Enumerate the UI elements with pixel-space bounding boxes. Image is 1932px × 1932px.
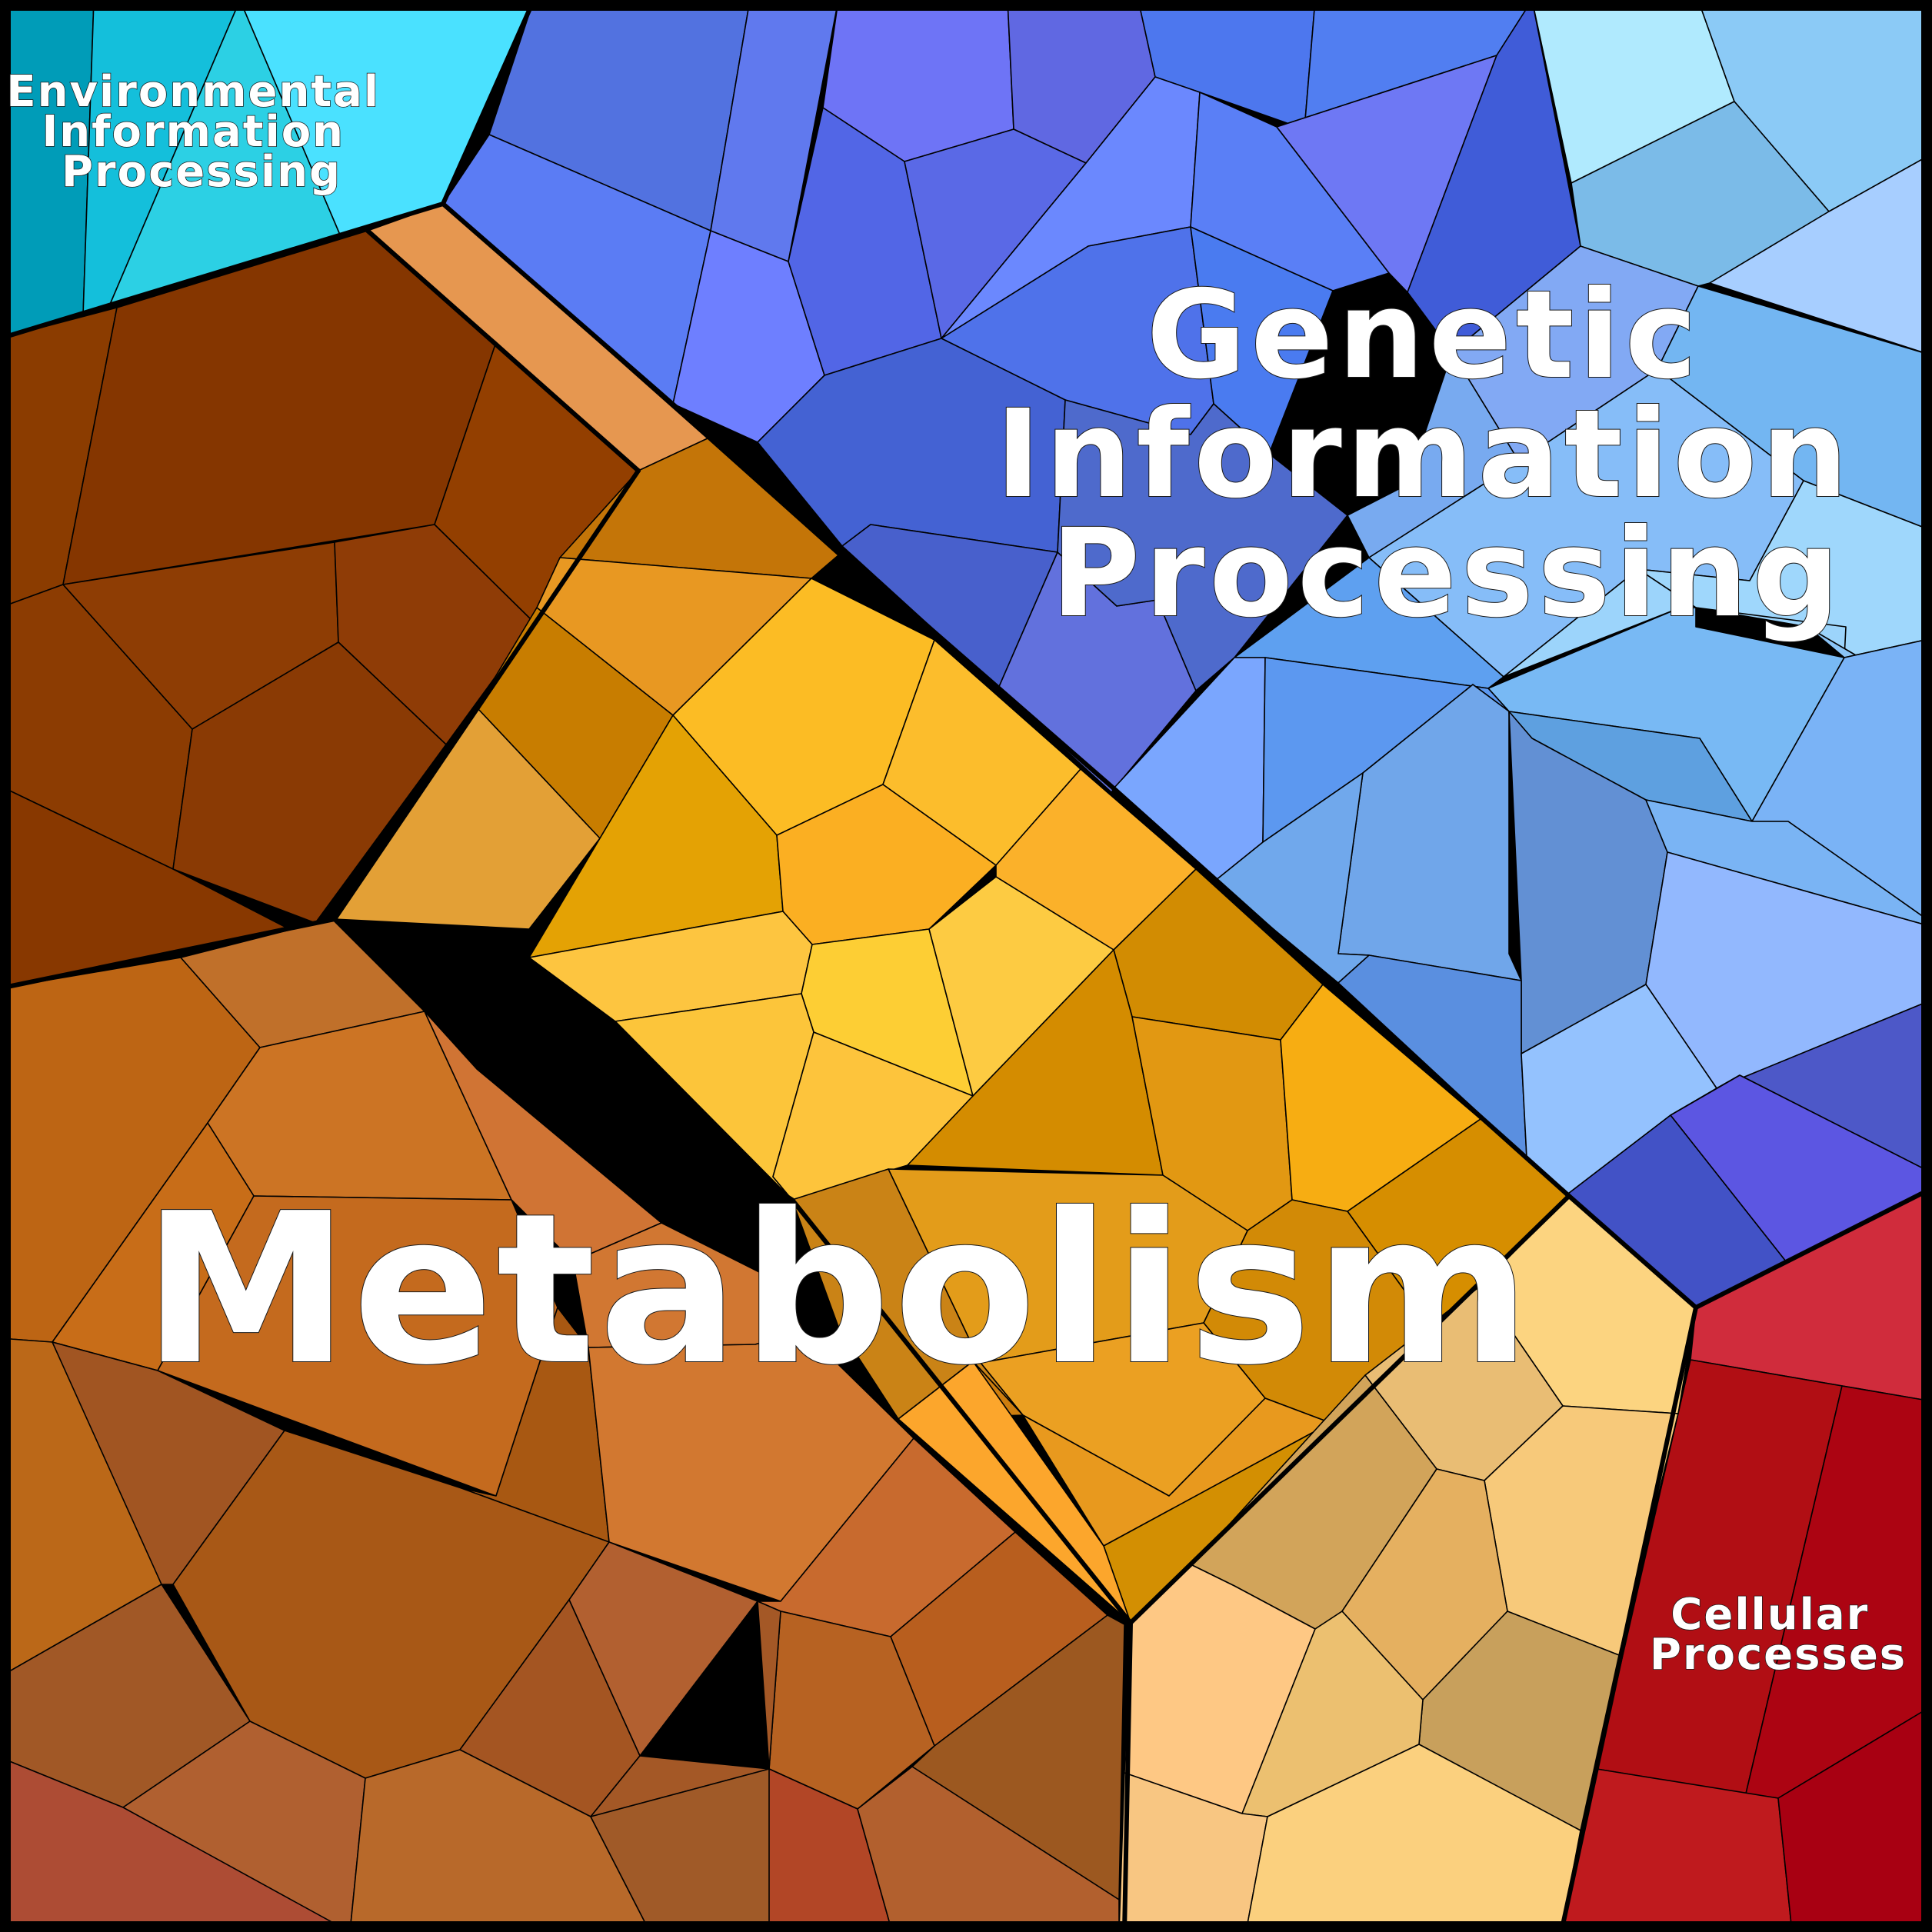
- region-cellular-processes: [1561, 1188, 1932, 1932]
- label-line: Genetic: [1147, 265, 1702, 406]
- cell: [1777, 1705, 1932, 1932]
- label-line: Processing: [62, 147, 341, 197]
- cell: [0, 1757, 351, 1932]
- region-metabolism-gold: [334, 438, 1570, 1624]
- cell: [334, 524, 535, 745]
- cell: [676, 1768, 893, 1932]
- cell: [1347, 351, 1520, 558]
- label-line: Information: [995, 384, 1852, 525]
- region-metabolism-brown: [0, 918, 1125, 1932]
- label-cellular-processes: Cellular Processes: [1650, 1590, 1907, 1680]
- label-line: Information: [42, 107, 345, 157]
- label-genetic-information-processing: Genetic Information Processing: [995, 265, 1899, 645]
- region-environmental-information-processing: [0, 0, 535, 339]
- cell: [1022, 1397, 1331, 1547]
- cell: [1709, 153, 1932, 356]
- region-metabolism-peach: [1118, 1195, 1697, 1932]
- label-metabolism: Metabolism: [143, 1168, 1534, 1411]
- cell: [172, 641, 447, 924]
- cell: [898, 1361, 1131, 1624]
- cell: [911, 1614, 1125, 1900]
- region-genetic-information-processing: [442, 0, 1581, 793]
- label-environmental-information-processing: Environmental Information Processing: [6, 67, 396, 197]
- cell: [1138, 0, 1316, 130]
- label-line: Processing: [1051, 503, 1844, 645]
- region-metabolism-dark: [0, 230, 639, 989]
- label-line: Environmental: [6, 67, 380, 117]
- cell: [1190, 92, 1390, 291]
- label-line: Processes: [1650, 1630, 1907, 1680]
- cell: [559, 438, 839, 579]
- label-line: Cellular: [1671, 1590, 1869, 1640]
- region-genetic-information-processing-light: [1113, 0, 1932, 1308]
